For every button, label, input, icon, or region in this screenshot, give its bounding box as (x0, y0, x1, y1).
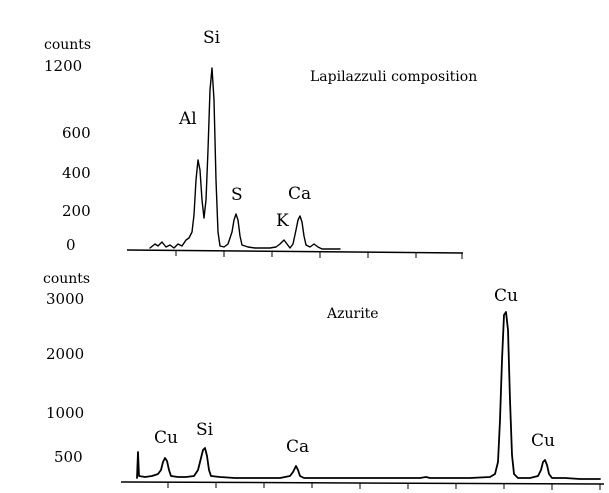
lapis-title: Lapilazzuli composition (310, 69, 477, 85)
azurite-ytick-3000: 3000 (46, 290, 84, 308)
azurite-panel: counts 3000 2000 1000 500 Azurite Cu Si … (43, 271, 605, 490)
lapis-ytick-1200: 1200 (44, 57, 82, 75)
azurite-peak-label-cu-2: Cu (494, 286, 518, 306)
lapis-peak-label-k: K (276, 211, 289, 231)
azurite-ytick-1000: 1000 (46, 404, 84, 422)
azurite-peak-label-cu-3: Cu (531, 431, 555, 451)
lapis-ylabel: counts (44, 37, 91, 53)
azurite-ytick-500: 500 (54, 448, 83, 466)
lapis-peak-label-si: Si (203, 28, 221, 48)
lapis-ytick-400: 400 (62, 164, 91, 182)
lapis-ytick-200: 200 (62, 202, 91, 220)
lapis-x-ticks (175, 250, 463, 259)
azurite-ylabel: counts (43, 271, 90, 287)
azurite-spectrum-line (136, 311, 601, 480)
azurite-peak-label-cu-1: Cu (154, 428, 178, 448)
lapis-spectrum-line (149, 67, 341, 250)
azurite-x-axis (120, 481, 605, 485)
lapis-peak-label-s: S (231, 185, 243, 205)
lapis-peak-label-al: Al (178, 109, 197, 129)
azurite-title: Azurite (326, 306, 379, 322)
lapis-x-axis (126, 249, 464, 254)
azurite-peak-label-ca: Ca (286, 437, 309, 457)
lapis-peak-label-ca: Ca (288, 184, 311, 204)
azurite-x-ticks (167, 482, 601, 490)
lapis-ytick-600: 600 (62, 124, 91, 142)
azurite-peak-label-si: Si (196, 420, 214, 440)
azurite-ytick-2000: 2000 (46, 345, 84, 363)
lapis-ytick-0: 0 (66, 236, 76, 254)
lapis-panel: counts 1200 600 400 200 0 Lapilazzuli co… (44, 28, 477, 259)
